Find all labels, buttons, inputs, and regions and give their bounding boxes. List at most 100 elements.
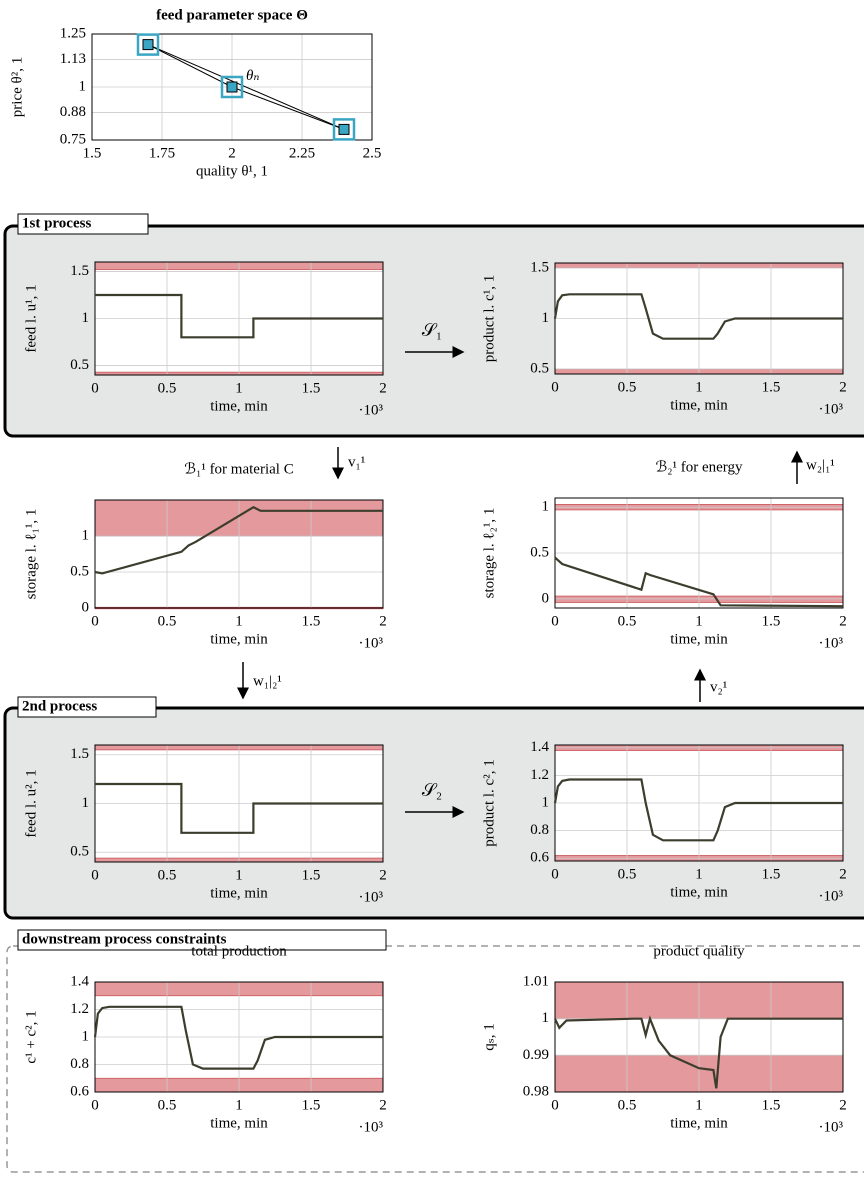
y-tick-label: 1 <box>542 310 550 326</box>
y-tick-label: 1 <box>82 795 90 811</box>
x-tick-label: 2 <box>839 379 847 395</box>
x-scale-label: ·10³ <box>819 888 844 904</box>
data-line <box>554 1015 843 1089</box>
section-label: downstream process constraints <box>22 931 227 947</box>
x-scale-label: ·10³ <box>359 402 384 418</box>
x-tick-label: 1.5 <box>302 613 321 629</box>
x-tick-label: 0.5 <box>158 380 177 396</box>
x-tick-label: 0 <box>91 1097 99 1113</box>
chart-title: ℬ₂¹ for energy <box>655 459 743 475</box>
point <box>226 81 238 93</box>
chart-title: total production <box>191 943 287 959</box>
y-tick-label: 1.5 <box>70 263 89 279</box>
x-scale-label: ·10³ <box>819 401 844 417</box>
section-label-box <box>17 213 149 235</box>
y-tick-label: 1.13 <box>60 51 86 67</box>
y-tick-label: 1 <box>542 1010 550 1026</box>
x-axis-label: time, min <box>670 1115 728 1131</box>
point <box>338 123 350 135</box>
data-line <box>93 1005 383 1070</box>
y-tick-label: 1.25 <box>60 25 86 41</box>
y-tick-label: 0.6 <box>530 850 549 866</box>
x-tick-label: 1.5 <box>762 866 781 882</box>
y-axis-label: feed l. u², 1 <box>23 769 39 837</box>
x-scale-label: ·10³ <box>359 1119 384 1135</box>
x-tick-label: 2 <box>379 380 387 396</box>
section-label: 2nd process <box>22 698 97 714</box>
y-axis-label: qₛ, 1 <box>481 1023 497 1051</box>
data-line <box>95 293 383 339</box>
chart-title: product quality <box>653 943 745 959</box>
y-axis-label: product l. c², 1 <box>481 759 497 846</box>
y-tick-label: 0.5 <box>530 360 549 376</box>
connector <box>147 44 345 130</box>
section-label: 1st process <box>22 215 91 231</box>
x-tick-label: 0.5 <box>618 866 637 882</box>
x-tick-label: 0 <box>91 380 99 396</box>
x-scale-label: ·10³ <box>819 635 844 651</box>
section-label-box <box>17 929 387 951</box>
axes-frame <box>94 499 384 609</box>
x-tick-label: 1 <box>695 1097 703 1113</box>
y-tick-label: 1 <box>82 527 90 543</box>
x-tick-label: 1 <box>235 867 243 883</box>
flow-label: v₁¹ <box>348 454 365 470</box>
data-line <box>553 778 843 842</box>
y-axis-label: storage l. ℓ₂¹, 1 <box>481 508 497 599</box>
x-tick-label: 2 <box>379 867 387 883</box>
x-tick-label: 2 <box>839 1097 847 1113</box>
x-tick-label: 1 <box>695 866 703 882</box>
x-tick-label: 0.5 <box>158 613 177 629</box>
x-scale-label: ·10³ <box>359 889 384 905</box>
x-tick-label: 0.5 <box>158 867 177 883</box>
point-halo <box>332 118 356 141</box>
y-tick-label: 0 <box>542 590 550 606</box>
y-tick-label: 1.5 <box>70 746 89 762</box>
data-line <box>94 505 383 575</box>
x-tick-label: 1.5 <box>83 145 102 161</box>
y-tick-label: 0.8 <box>530 822 549 838</box>
y-tick-label: 1 <box>79 78 87 94</box>
x-tick-label: 1 <box>695 379 703 395</box>
data-line <box>553 293 843 340</box>
x-scale-label: ·10³ <box>359 635 384 651</box>
x-tick-label: 2.5 <box>363 145 382 161</box>
y-tick-label: 0.99 <box>523 1047 549 1063</box>
section-label-box <box>17 696 157 718</box>
x-tick-label: 2 <box>839 866 847 882</box>
x-axis-label: time, min <box>670 397 728 413</box>
y-tick-label: 1 <box>82 1028 90 1044</box>
y-tick-label: 0.75 <box>60 131 86 147</box>
x-tick-label: 1 <box>695 613 703 629</box>
y-axis-label: price θ², 1 <box>9 57 25 117</box>
y-tick-label: 0.6 <box>70 1083 89 1099</box>
y-tick-label: 0.88 <box>60 104 86 120</box>
x-scale-label: ·10³ <box>819 1119 844 1135</box>
x-tick-label: 0.5 <box>618 613 637 629</box>
y-tick-label: 1 <box>82 310 90 326</box>
x-tick-label: 0.5 <box>618 379 637 395</box>
y-tick-label: 1.2 <box>70 1001 89 1017</box>
x-tick-label: 1.5 <box>762 379 781 395</box>
x-tick-label: 1 <box>235 380 243 396</box>
point-halo <box>220 75 244 99</box>
data-line <box>95 782 383 834</box>
x-tick-label: 0 <box>551 1097 559 1113</box>
x-tick-label: 2 <box>379 1097 387 1113</box>
x-tick-label: 1.5 <box>762 1097 781 1113</box>
x-tick-label: 2.25 <box>289 145 315 161</box>
flow-label: 𝒮₂ <box>422 780 442 800</box>
x-tick-label: 0 <box>91 613 99 629</box>
y-tick-label: 1.4 <box>530 739 549 755</box>
x-tick-label: 0 <box>551 866 559 882</box>
y-tick-label: 1.5 <box>530 259 549 275</box>
x-tick-label: 0 <box>91 867 99 883</box>
flow-label: w₂|₁¹ <box>806 457 835 473</box>
data-line <box>554 556 844 608</box>
y-axis-label: product l. c¹, 1 <box>481 275 497 362</box>
flow-label: 𝒮₁ <box>422 320 442 340</box>
axes-frame <box>91 33 373 141</box>
y-tick-label: 0 <box>82 599 90 615</box>
y-tick-label: 1.4 <box>70 973 89 989</box>
